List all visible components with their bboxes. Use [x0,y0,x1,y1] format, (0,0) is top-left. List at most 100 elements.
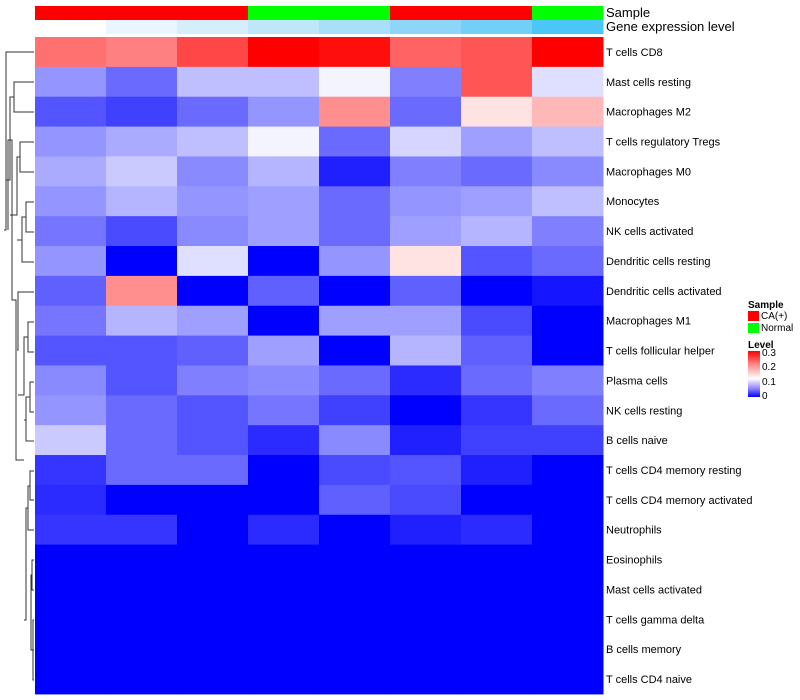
row-dendrogram [4,51,34,681]
sample-annotation-cell [390,6,462,20]
heatmap-cell [532,365,604,396]
row-label: B cells naive [606,435,668,447]
heatmap-cell [461,455,533,486]
heatmap-cell [106,425,178,456]
heatmap-cell [106,544,178,575]
heatmap-cell [177,216,249,247]
heatmap-cell [106,246,178,277]
colorbar-tick: 0.3 [762,348,776,359]
gene-expression-annotation-cell [532,20,604,34]
heatmap-cell [461,544,533,575]
row-label: Dendritic cells resting [606,256,711,268]
heatmap-cell [248,664,320,695]
gene-expression-annotation-cell [35,20,107,34]
heatmap-cell [106,395,178,426]
legend-swatch-ca [748,311,759,322]
heatmap-cell [177,186,249,217]
heatmap-cell [390,514,462,546]
heatmap-cell [106,365,178,396]
legend: Sample CA(+) Normal Level 0.3 0.2 0.1 0 [748,300,793,402]
row-label: Macrophages M0 [606,166,691,178]
row-label: Mast cells activated [606,584,702,596]
heatmap-cell [35,305,107,337]
heatmap-cell [319,664,391,695]
heatmap-cell [106,335,178,366]
heatmap-cell [35,246,107,277]
heatmap-cell [319,604,391,635]
legend-entry-normal: Normal [748,323,793,335]
row-label: Dendritic cells activated [606,286,722,298]
heatmap-cell [532,574,604,605]
heatmap-cell [248,335,320,366]
heatmap-cell [248,156,320,187]
heatmap-cell [319,514,391,546]
heatmap-cell [248,544,320,575]
heatmap-cell [461,335,533,366]
heatmap-cell [319,96,391,128]
legend-level-title: Level [748,340,774,351]
heatmap-cell [35,156,107,187]
heatmap-cell [390,365,462,396]
row-label: T cells CD4 memory resting [606,465,742,477]
row-label: T cells CD8 [606,47,663,59]
heatmap-cell [106,275,178,307]
heatmap-cell [35,425,107,456]
heatmap-cell [35,395,107,426]
heatmap-cell [35,37,107,68]
row-label: T cells CD4 naive [606,674,692,686]
heatmap-cell [106,574,178,605]
heatmap-cell [106,604,178,635]
heatmap-cell [35,604,107,635]
heatmap-cell [390,544,462,575]
row-label: T cells CD4 memory activated [606,495,753,507]
row-label: T cells follicular helper [606,346,715,358]
gene-expression-annotation-cell [248,20,320,34]
heatmap-cell [248,186,320,217]
heatmap-cell [461,246,533,277]
heatmap-cell [106,484,178,516]
heatmap-cell [35,186,107,217]
heatmap-cell [106,305,178,337]
heatmap-cell [461,305,533,337]
heatmap-cell [177,604,249,635]
row-label: T cells gamma delta [606,614,705,626]
heatmap-cell [319,246,391,277]
heatmap-cell [106,634,178,665]
heatmap-cell [461,126,533,157]
heatmap-cell [319,634,391,665]
heatmap-cell [248,305,320,337]
heatmap-cell [35,484,107,516]
heatmap-cell [248,455,320,486]
annotation-label-gene-expression: Gene expression level [606,19,735,34]
heatmap-cell [248,634,320,665]
heatmap-cell [532,126,604,157]
heatmap-cell [35,126,107,157]
heatmap-cell [319,425,391,456]
heatmap-cell [248,37,320,68]
sample-annotation-cell [461,6,533,20]
row-label: Eosinophils [606,555,663,567]
heatmap-cell [461,186,533,217]
heatmap-cell [177,335,249,366]
heatmap-cell [106,186,178,217]
heatmap-cell [248,126,320,157]
level-colorbar: 0.3 0.2 0.1 0 [748,348,793,402]
heatmap-cell [461,395,533,426]
heatmap-cell [177,246,249,277]
heatmap-cell [177,96,249,128]
heatmap-cell [319,216,391,247]
heatmap-cell [461,365,533,396]
heatmap-cell [177,574,249,605]
heatmap-cell [106,664,178,695]
heatmap-cell [532,335,604,366]
legend-label-ca: CA(+) [761,311,788,322]
heatmap-cell [248,216,320,247]
heatmap-cell [106,156,178,187]
heatmap-cell [461,156,533,187]
heatmap-cell [319,484,391,516]
heatmap-cell [35,574,107,605]
heatmap-cell [532,186,604,217]
heatmap-cell [390,66,462,98]
heatmap-cell [248,604,320,635]
heatmap-cell [35,514,107,546]
